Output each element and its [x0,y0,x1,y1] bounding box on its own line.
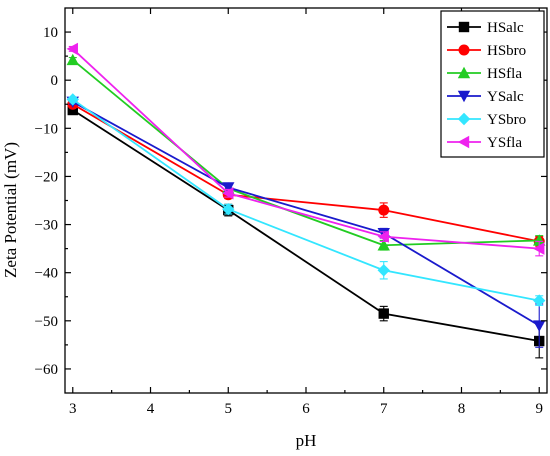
data-point [222,182,235,194]
legend-label: HSfla [487,66,522,82]
legend-label: YSbro [487,112,526,128]
y-tick-label: −40 [35,266,58,282]
x-tick-label: 6 [302,401,310,417]
legend-entry: YSalc [447,89,524,105]
legend-entry: HSfla [447,66,522,82]
series-line [72,101,540,327]
legend-swatch-marker [458,44,470,56]
data-point [533,320,546,332]
data-point [377,239,390,251]
legend-swatch-marker [457,112,471,126]
legend-swatch-marker [458,21,470,33]
legend-swatch-marker [457,90,471,103]
series-YSbro [66,93,546,307]
series-line [72,109,540,342]
y-tick-label: 0 [51,73,59,89]
y-tick-label: −50 [35,314,58,330]
data-point [533,234,546,246]
y-tick-label: −60 [35,362,58,378]
legend-entry: HSbro [447,43,526,59]
legend-swatch-marker [457,66,471,79]
x-tick-label: 8 [458,401,466,417]
data-point [377,264,390,277]
x-tick-label: 5 [225,401,233,417]
data-point [378,308,389,319]
legend-label: YSalc [487,89,524,105]
y-tick-label: −30 [35,218,58,234]
x-tick-label: 4 [147,401,155,417]
data-point [67,104,78,116]
data-point [533,242,545,255]
data-point [533,294,546,307]
y-tick-label: 10 [43,25,58,41]
series-line [72,103,540,243]
data-point [66,93,79,106]
series-line [72,48,540,250]
x-axis-title: pH [296,431,317,450]
x-tick-label: 3 [69,401,77,417]
legend-label: HSalc [487,20,524,36]
legend-label: YSfla [487,135,522,151]
legend-box [440,10,545,158]
legend-entry: YSbro [447,112,526,128]
x-tick-label: 7 [380,401,388,417]
legend-entry: HSalc [447,20,524,36]
series-YSfla [66,42,545,257]
data-point [377,230,389,243]
legend-entry: YSfla [447,135,522,151]
series-line [72,98,540,302]
legend-label: HSbro [487,43,526,59]
y-tick-label: −10 [35,121,58,137]
x-tick-label: 9 [535,401,543,417]
data-point [66,53,79,66]
legend-swatch-marker [457,135,470,149]
y-tick-label: −20 [35,169,58,185]
data-point [66,42,78,56]
data-point [222,187,234,200]
y-axis-title: Zeta Potential (mV) [1,142,20,278]
legend: HSalc HSbro HSfla YSalc YSbro YSfla [440,10,545,158]
data-point [378,204,390,216]
data-point [222,202,235,216]
series-layer [66,42,546,359]
axes-layer: 3 4 5 6 7 8 9 10 0 −10 −20 −30 −40 −50 −60 [35,7,548,417]
